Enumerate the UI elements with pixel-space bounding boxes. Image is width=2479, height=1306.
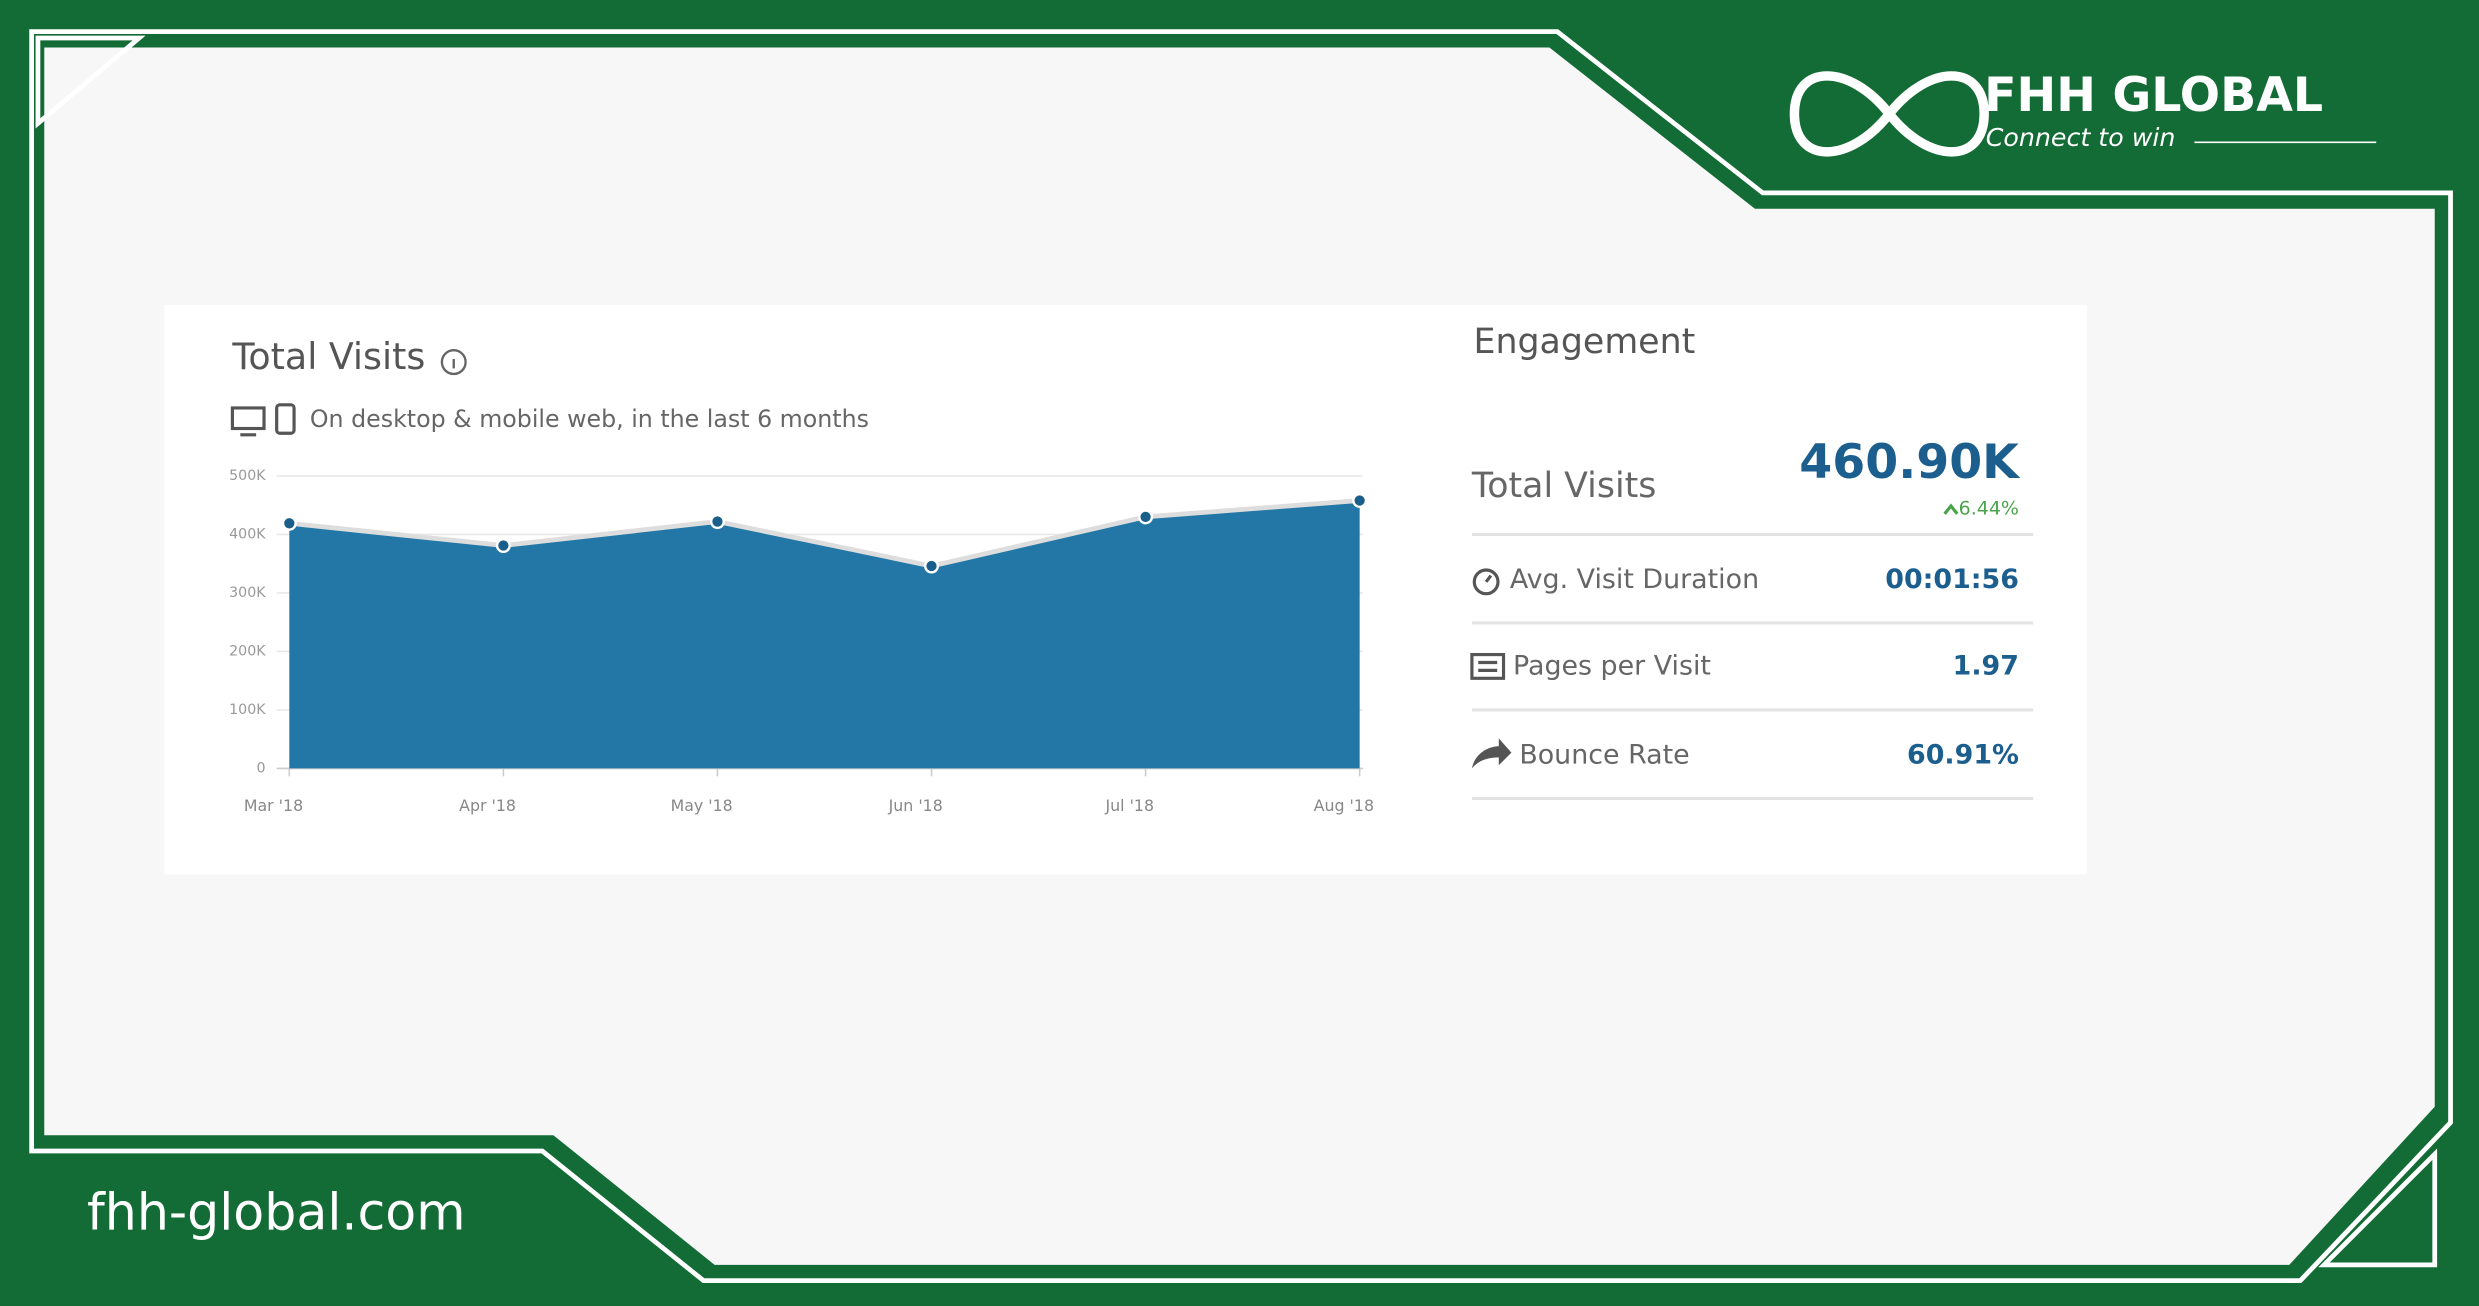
x-tick-label: May '18 [671,796,733,815]
line [289,498,1360,569]
corner-mark [2318,1148,2438,1268]
y-tick-label: 300K [229,585,266,601]
brand-tagline: Connect to win [1986,123,2176,152]
page-icon [1470,653,1506,680]
mobile-icon [275,403,296,435]
y-tick-label: 0 [257,760,266,776]
y-tick-label: 500K [229,468,266,484]
chart-subtitle: On desktop & mobile web, in the last 6 m… [310,405,869,433]
device-icons [230,403,296,437]
x-tick-label: Aug '18 [1314,796,1374,815]
metric-value: 1.97 [1953,651,2019,682]
clock [1472,568,1500,596]
engagement-title: Engagement [1473,322,1695,362]
point [709,514,725,530]
clock-hand [1484,574,1493,583]
corner-mark [35,35,146,129]
x-tick-label: Jun '18 [888,796,943,815]
y-tick-label: 200K [229,643,266,659]
frame-line [29,29,2453,1284]
point [924,558,940,574]
y-tick-label: 400K [229,526,266,542]
info-icon [440,349,467,376]
point [1352,492,1368,509]
x-tick-label: Jul '18 [1105,796,1155,815]
y-tick-label: 100K [229,702,266,718]
logo: FHH GLOBAL Connect to win [1789,68,2377,157]
icon-bounce [1471,738,1512,769]
x-tick-label: Apr '18 [459,796,516,815]
area [289,500,1360,769]
point [495,538,511,554]
brand-name: FHH GLOBAL [1984,68,2323,123]
metrics: Avg. Visit Duration 00:01:56 Pages per Vis… [1471,564,2034,801]
plot: 0 100K 200K 300K 400K 500K Mar '18 Apr '18 May '… [229,468,1374,815]
metric-value: 60.91% [1907,739,2019,770]
website: fhh-global.com [87,1182,466,1241]
total-change: 6.44% [1959,498,2019,520]
icon-duration [1472,568,1500,596]
info-circle [440,349,467,376]
metric-value: 00:01:56 [1885,564,2019,595]
logo-mark [1789,71,1989,157]
desktop-icon [230,406,266,431]
metric-label: Bounce Rate [1519,739,1689,770]
x-tick-label: Mar '18 [244,796,303,815]
point [1138,509,1154,525]
metric-label: Pages per Visit [1513,651,1711,682]
point [281,515,297,531]
change-caret [1943,503,1959,515]
icon-pages [1470,653,1506,680]
total-value: 460.90K [1799,435,2021,490]
chart-title: Total Visits [231,335,425,378]
total-label: Total Visits [1471,466,1656,506]
metric-label: Avg. Visit Duration [1510,564,1759,595]
